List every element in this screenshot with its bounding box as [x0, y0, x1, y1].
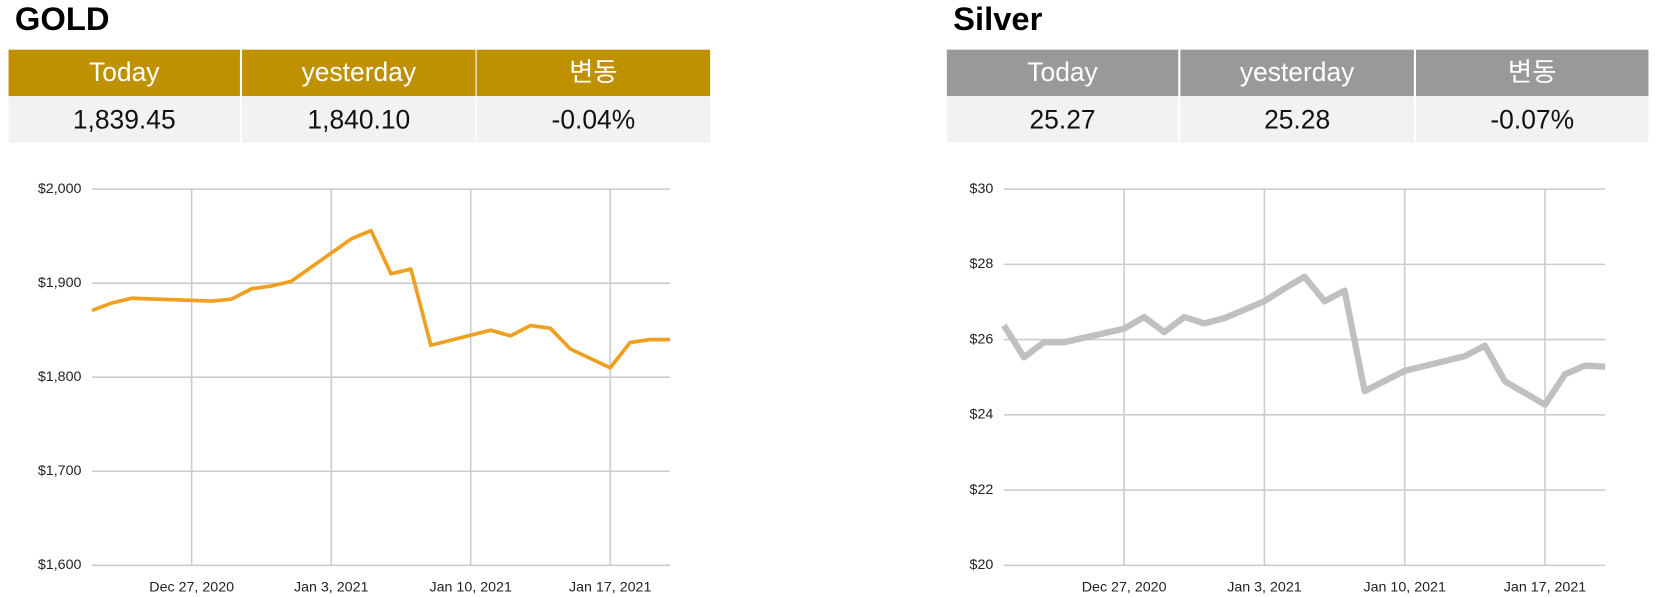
- y-tick-label: $2,000: [38, 181, 82, 197]
- x-tick-label: Dec 27, 2020: [1082, 579, 1167, 595]
- table-header: Today: [1027, 57, 1098, 87]
- table-value: -0.07%: [1490, 104, 1574, 134]
- table-header: 변동: [569, 57, 618, 87]
- table-value: 25.27: [1029, 104, 1095, 134]
- panel-title: GOLD: [15, 0, 110, 37]
- table-header-cell: [1415, 49, 1649, 97]
- y-tick-label: $22: [970, 482, 994, 498]
- table-header-cell: [8, 49, 240, 97]
- table-value-cell: [242, 96, 476, 143]
- table-header-cell: [1180, 49, 1414, 97]
- table-value-cell: [1415, 96, 1649, 143]
- y-tick-label: $1,600: [38, 557, 82, 573]
- y-tick-label: $24: [970, 407, 994, 423]
- table-header-cell: [242, 49, 476, 97]
- table-header-cell: [946, 49, 1179, 97]
- table-header-cell: [476, 49, 711, 97]
- price-line: [1001, 273, 1606, 408]
- table-value-cell: [946, 96, 1179, 143]
- y-tick-label: $30: [970, 181, 994, 197]
- x-tick-label: Jan 3, 2021: [294, 579, 369, 595]
- table-header: yesterday: [302, 57, 417, 87]
- table-value-cell: [8, 96, 240, 143]
- x-tick-label: Jan 3, 2021: [1227, 579, 1302, 595]
- x-tick-label: Jan 10, 2021: [429, 579, 511, 595]
- y-tick-label: $1,900: [38, 275, 82, 291]
- table-value-cell: [1180, 96, 1414, 143]
- table-value: -0.04%: [552, 104, 636, 134]
- table-header: yesterday: [1240, 57, 1355, 87]
- table-value-cell: [476, 96, 711, 143]
- x-tick-label: Dec 27, 2020: [149, 579, 234, 595]
- y-tick-label: $1,800: [38, 369, 82, 385]
- table-header: Today: [89, 57, 160, 87]
- table-value: 1,840.10: [307, 104, 410, 134]
- table-header: 변동: [1508, 57, 1557, 87]
- price-line: [91, 228, 671, 370]
- x-tick-label: Jan 17, 2021: [569, 579, 651, 595]
- y-tick-label: $20: [970, 557, 994, 573]
- table-value: 25.28: [1264, 104, 1330, 134]
- table-value: 1,839.45: [73, 104, 176, 134]
- x-tick-label: Jan 10, 2021: [1364, 579, 1446, 595]
- y-tick-label: $26: [970, 331, 994, 347]
- panel-title: Silver: [953, 0, 1042, 37]
- y-tick-label: $28: [970, 256, 994, 272]
- y-tick-label: $1,700: [38, 463, 82, 479]
- x-tick-label: Jan 17, 2021: [1504, 579, 1586, 595]
